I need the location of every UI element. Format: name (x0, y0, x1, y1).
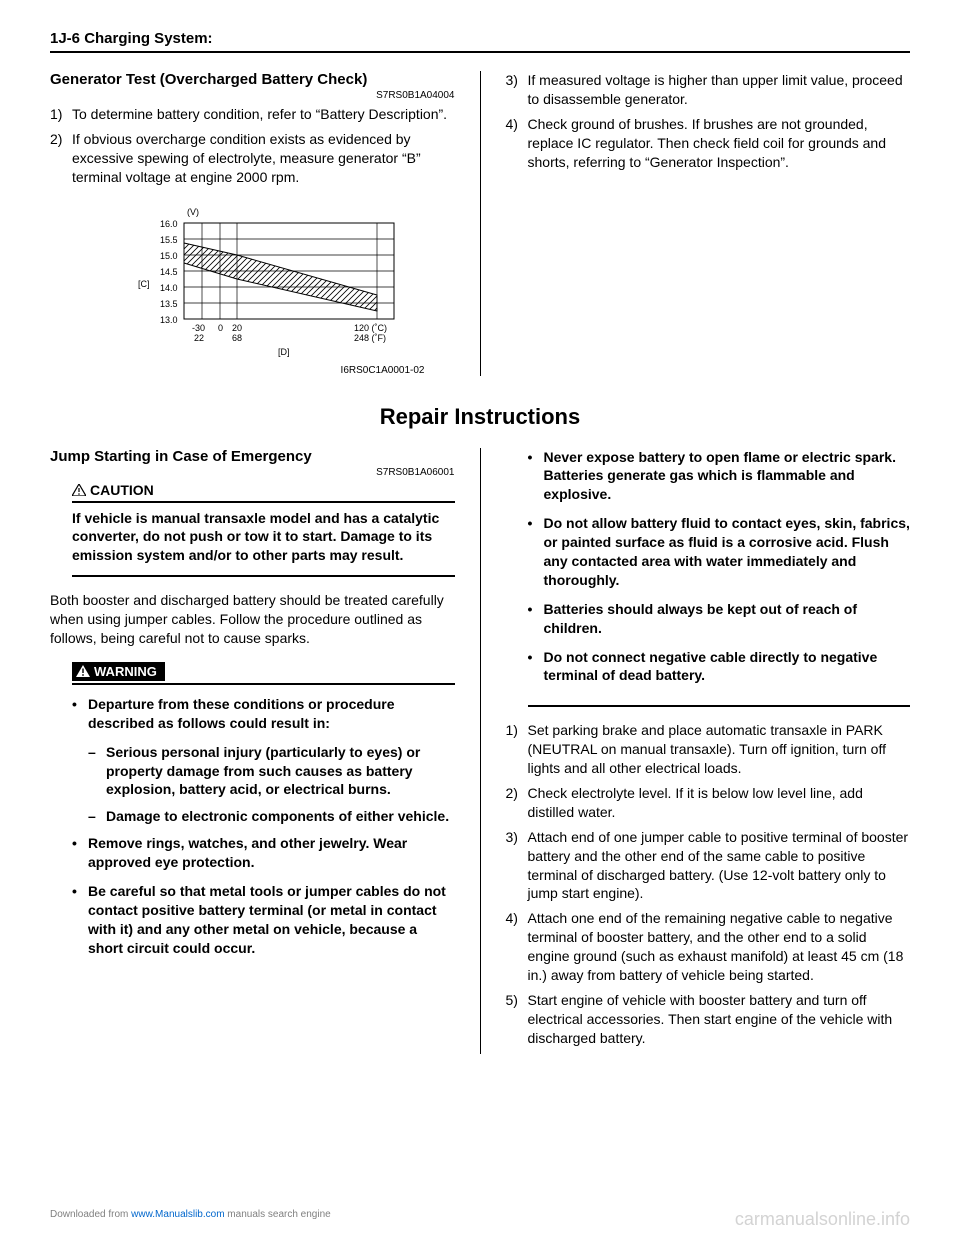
svg-text:20: 20 (232, 323, 242, 333)
lower-section: Jump Starting in Case of Emergency S7RS0… (50, 448, 910, 1054)
chart-code: I6RS0C1A0001-02 (50, 365, 455, 376)
upper-section: Generator Test (Overcharged Battery Chec… (50, 71, 910, 376)
list-item: 2)Check electrolyte level. If it is belo… (506, 784, 911, 822)
jump-body-text: Both booster and discharged battery shou… (50, 591, 455, 648)
list-item: •Do not connect negative cable directly … (528, 648, 911, 686)
caution-icon (72, 484, 86, 496)
svg-text:15.5: 15.5 (160, 235, 178, 245)
svg-text:[D]: [D] (278, 347, 290, 357)
warning-header: WARNING (72, 662, 165, 681)
list-item: •Remove rings, watches, and other jewelr… (72, 834, 455, 872)
caution-header: CAUTION (72, 482, 455, 503)
voltage-chart-svg: (V) [C] 16.0 15.5 15.0 14.5 14.0 13.5 13… (92, 203, 412, 363)
list-item: 4)Check ground of brushes. If brushes ar… (506, 115, 911, 172)
svg-text:15.0: 15.0 (160, 251, 178, 261)
svg-text:120 (˚C): 120 (˚C) (354, 323, 387, 333)
list-item: •Never expose battery to open flame or e… (528, 448, 911, 505)
generator-test-title: Generator Test (Overcharged Battery Chec… (50, 71, 455, 88)
generator-steps-left: 1)To determine battery condition, refer … (50, 105, 455, 187)
generator-steps-right: 3)If measured voltage is higher than upp… (506, 71, 911, 171)
list-item: •Departure from these conditions or proc… (72, 695, 455, 733)
list-item: 3)If measured voltage is higher than upp… (506, 71, 911, 109)
vertical-divider (480, 448, 481, 1054)
warning-right-list: •Never expose battery to open flame or e… (528, 448, 911, 708)
list-item: •Be careful so that metal tools or jumpe… (72, 882, 455, 958)
jump-start-title: Jump Starting in Case of Emergency (50, 448, 455, 465)
svg-text:(V): (V) (187, 207, 199, 217)
list-item: 5)Start engine of vehicle with booster b… (506, 991, 911, 1048)
svg-text:68: 68 (232, 333, 242, 343)
upper-right-col: 3)If measured voltage is higher than upp… (506, 71, 911, 376)
list-item: 4)Attach one end of the remaining negati… (506, 909, 911, 985)
jump-steps-right: 1)Set parking brake and place automatic … (506, 721, 911, 1047)
generator-test-code: S7RS0B1A04004 (50, 90, 455, 101)
svg-text:248 (˚F): 248 (˚F) (354, 333, 386, 343)
repair-instructions-title: Repair Instructions (50, 404, 910, 430)
footer-watermark: carmanualsonline.info (735, 1209, 910, 1230)
page-header: 1J-6 Charging System: (50, 30, 910, 53)
list-item: 1)Set parking brake and place automatic … (506, 721, 911, 778)
svg-text:[C]: [C] (138, 279, 150, 289)
vertical-divider (480, 71, 481, 376)
upper-left-col: Generator Test (Overcharged Battery Chec… (50, 71, 455, 376)
list-item: –Damage to electronic components of eith… (72, 807, 455, 826)
jump-start-code: S7RS0B1A06001 (50, 467, 455, 478)
manualslib-link[interactable]: www.Manualslib.com (131, 1209, 224, 1220)
svg-text:22: 22 (194, 333, 204, 343)
list-item: •Batteries should always be kept out of … (528, 600, 911, 638)
footer-left: Downloaded from www.Manualslib.com manua… (50, 1209, 331, 1230)
svg-text:13.5: 13.5 (160, 299, 178, 309)
page-footer: Downloaded from www.Manualslib.com manua… (50, 1209, 910, 1230)
svg-text:16.0: 16.0 (160, 219, 178, 229)
warning-icon (76, 665, 90, 677)
list-item: 1)To determine battery condition, refer … (50, 105, 455, 124)
svg-text:14.0: 14.0 (160, 283, 178, 293)
list-item: –Serious personal injury (particularly t… (72, 743, 455, 800)
lower-left-col: Jump Starting in Case of Emergency S7RS0… (50, 448, 455, 1054)
svg-text:14.5: 14.5 (160, 267, 178, 277)
svg-text:0: 0 (218, 323, 223, 333)
warning-label: WARNING (94, 664, 157, 679)
voltage-chart: (V) [C] 16.0 15.5 15.0 14.5 14.0 13.5 13… (50, 203, 455, 376)
lower-right-col: •Never expose battery to open flame or e… (506, 448, 911, 1054)
caution-label: CAUTION (90, 482, 154, 498)
warning-left-list: •Departure from these conditions or proc… (72, 695, 455, 958)
svg-text:-30: -30 (192, 323, 205, 333)
list-item: 3)Attach end of one jumper cable to posi… (506, 828, 911, 904)
list-item: 2)If obvious overcharge condition exists… (50, 130, 455, 187)
list-item: •Do not allow battery fluid to contact e… (528, 514, 911, 590)
caution-text: If vehicle is manual transaxle model and… (72, 509, 455, 578)
svg-text:13.0: 13.0 (160, 315, 178, 325)
